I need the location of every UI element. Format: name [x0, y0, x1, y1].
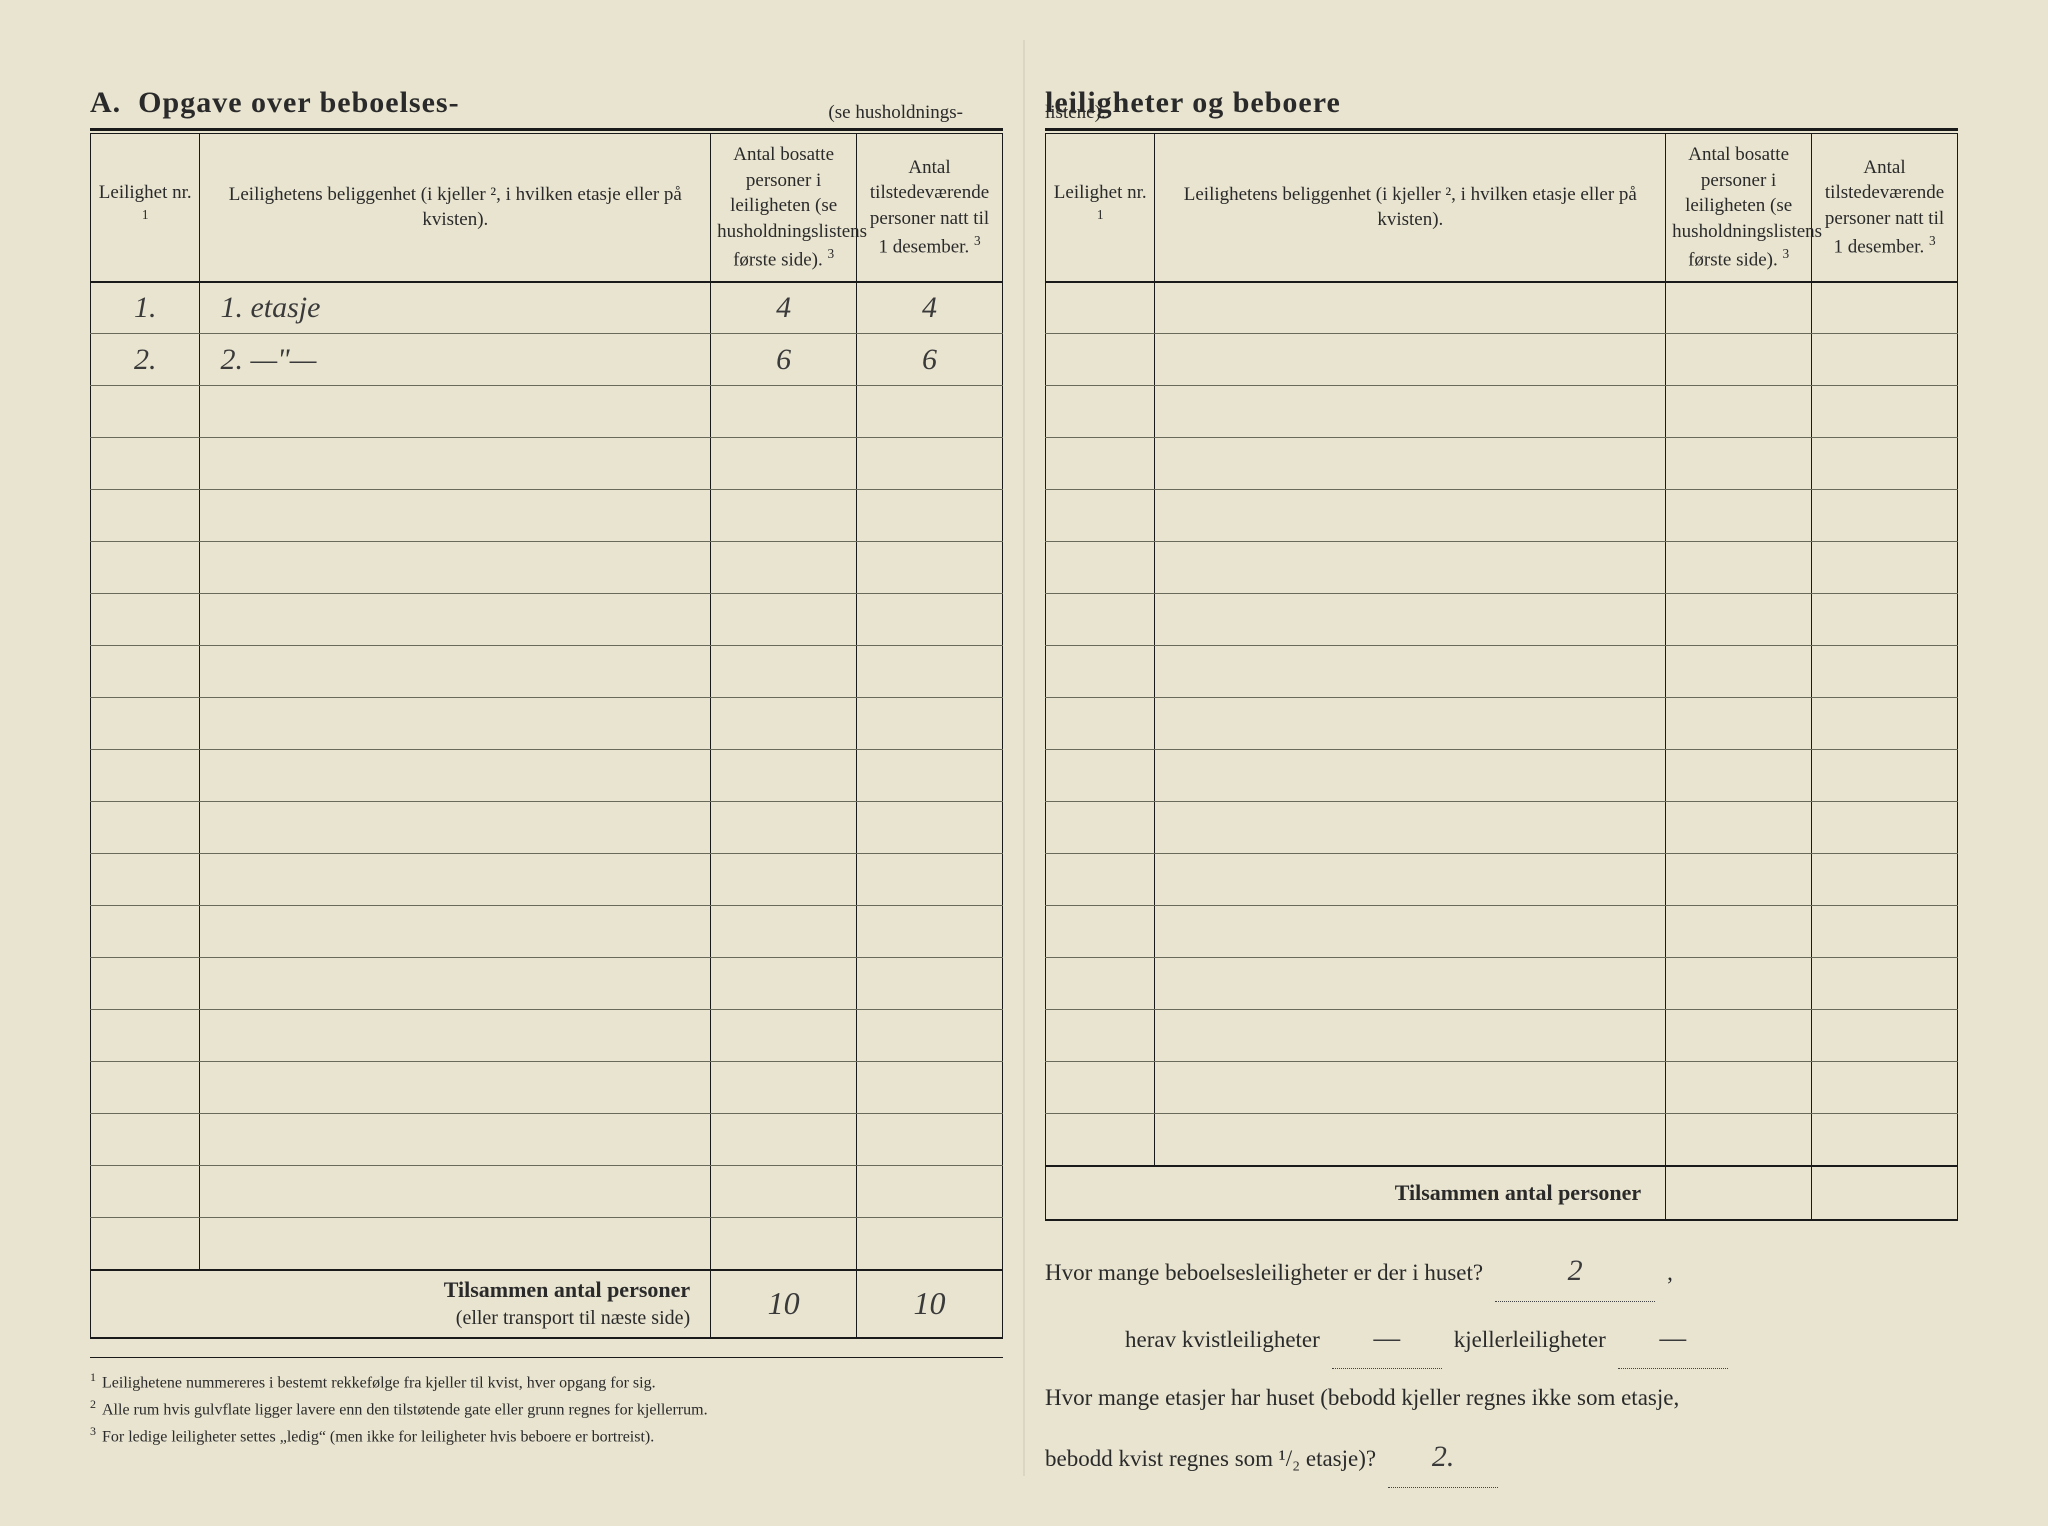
table-row — [1046, 698, 1958, 750]
table-row — [91, 750, 1003, 802]
q1-text: Hvor mange beboelsesleiligheter er der i… — [1045, 1250, 1483, 1296]
cell-nr: 2. — [91, 334, 200, 386]
table-row — [91, 1114, 1003, 1166]
right-totals-p2 — [1812, 1166, 1958, 1220]
q3-value: 2. — [1388, 1427, 1498, 1488]
table-row — [1046, 282, 1958, 334]
table-row — [1046, 854, 1958, 906]
table-row — [1046, 438, 1958, 490]
table-row — [1046, 386, 1958, 438]
q3a-text: Hvor mange etasjer har huset (bebodd kje… — [1045, 1375, 1679, 1421]
col-p2-header: Antal tilstedeværende personer natt til … — [857, 134, 1003, 282]
table-row — [91, 386, 1003, 438]
table-row — [91, 1166, 1003, 1218]
cell-loc: 1. etasje — [200, 282, 711, 334]
col-p2-header: Antal tilstedeværende personer natt til … — [1812, 134, 1958, 282]
table-row — [1046, 490, 1958, 542]
col-p1-header: Antal bosatte personer i leiligheten (se… — [711, 134, 857, 282]
table-row — [1046, 1062, 1958, 1114]
table-row — [91, 854, 1003, 906]
table-row — [91, 646, 1003, 698]
cell-loc: 2. —"— — [200, 334, 711, 386]
q2b-text: kjellerleiligheter — [1454, 1317, 1606, 1363]
totals-label: Tilsammen antal personer (eller transpor… — [91, 1270, 711, 1338]
right-totals-p1 — [1666, 1166, 1812, 1220]
table-row — [1046, 646, 1958, 698]
q3b-text: bebodd kvist regnes som ¹/₂ etasje)? — [1045, 1436, 1376, 1482]
table-row — [91, 958, 1003, 1010]
table-row — [91, 802, 1003, 854]
col-nr-header: Leilighet nr. 1 — [91, 134, 200, 282]
table-row: 1.1. etasje44 — [91, 282, 1003, 334]
table-row — [1046, 594, 1958, 646]
table-row — [91, 698, 1003, 750]
table-row — [91, 1062, 1003, 1114]
table-row — [91, 438, 1003, 490]
table-row — [1046, 958, 1958, 1010]
q2a-text: herav kvistleiligheter — [1125, 1317, 1320, 1363]
table-row — [1046, 542, 1958, 594]
cell-p2: 6 — [857, 334, 1003, 386]
cell-p2: 4 — [857, 282, 1003, 334]
totals-p1: 10 — [711, 1270, 857, 1338]
table-row — [91, 1010, 1003, 1062]
right-page: leiligheter og beboere listene). Leiligh… — [1023, 40, 1988, 1476]
table-row — [91, 594, 1003, 646]
table-row — [91, 542, 1003, 594]
col-loc-header: Leilighetens beliggenhet (i kjeller ², i… — [1155, 134, 1666, 282]
right-totals-row: Tilsammen antal personer — [1046, 1166, 1958, 1220]
title-prefix: A. Opgave over beboelses- — [90, 86, 460, 120]
col-loc-header: Leilighetens beliggenhet (i kjeller ², i… — [200, 134, 711, 282]
table-row — [1046, 1114, 1958, 1166]
cell-p1: 4 — [711, 282, 857, 334]
table-row — [1046, 750, 1958, 802]
q1-value: 2 — [1495, 1241, 1655, 1302]
cell-p1: 6 — [711, 334, 857, 386]
col-p1-header: Antal bosatte personer i leiligheten (se… — [1666, 134, 1812, 282]
left-totals-row: Tilsammen antal personer (eller transpor… — [91, 1270, 1003, 1338]
right-table: Leilighet nr. 1 Leilighetens beliggenhet… — [1045, 133, 1958, 1221]
q2a-value: — — [1332, 1308, 1442, 1369]
footnotes: 1Leilighetene nummereres i bestemt rekke… — [90, 1357, 1003, 1450]
totals-p2: 10 — [857, 1270, 1003, 1338]
table-row — [1046, 906, 1958, 958]
col-nr-header: Leilighet nr. 1 — [1046, 134, 1155, 282]
table-row — [1046, 334, 1958, 386]
header-row: Leilighet nr. 1 Leilighetens beliggenhet… — [91, 134, 1003, 282]
table-row — [91, 906, 1003, 958]
table-row — [1046, 1010, 1958, 1062]
cell-nr: 1. — [91, 282, 200, 334]
header-row: Leilighet nr. 1 Leilighetens beliggenhet… — [1046, 134, 1958, 282]
left-page: A. Opgave over beboelses- (se husholdnin… — [60, 40, 1023, 1476]
questions-block: Hvor mange beboelsesleiligheter er der i… — [1045, 1241, 1958, 1488]
table-row — [1046, 802, 1958, 854]
table-row — [91, 490, 1003, 542]
left-table: Leilighet nr. 1 Leilighetens beliggenhet… — [90, 133, 1003, 1339]
table-row — [91, 1218, 1003, 1270]
table-row: 2.2. —"—66 — [91, 334, 1003, 386]
right-totals-label: Tilsammen antal personer — [1046, 1166, 1666, 1220]
q2b-value: — — [1618, 1308, 1728, 1369]
